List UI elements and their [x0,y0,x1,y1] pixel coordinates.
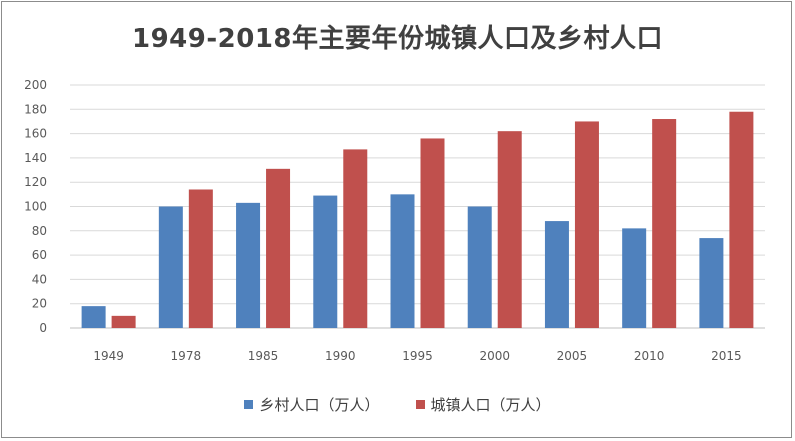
x-axis-tick-labels: 1949 1978 1985 1990 1995 2000 2005 2010 2015 [93,349,741,363]
legend-item-rural: 乡村人口（万人） [244,394,380,415]
y-axis-tick-labels: 0 20 40 60 80 100 120 140 160 180 200 [24,78,47,335]
bar-urban-2010 [652,119,677,329]
y-tick-label: 40 [32,272,47,286]
chart-title: 1949-2018年主要年份城镇人口及乡村人口 [131,24,664,54]
bar-rural-1990 [313,195,338,328]
bar-rural-1949 [81,306,106,328]
x-tick-label: 1949 [93,349,124,363]
x-tick-label: 1990 [325,349,356,363]
x-tick-label: 2015 [711,349,742,363]
x-tick-label: 2000 [479,349,510,363]
x-tick-label: 2010 [634,349,665,363]
y-tick-label: 0 [39,321,47,335]
y-tick-label: 60 [32,248,47,262]
y-tick-label: 80 [32,224,47,238]
y-tick-label: 200 [24,78,47,92]
legend-label-urban: 城镇人口（万人） [430,396,551,414]
bar-rural-1978 [158,206,183,328]
bar-urban-1990 [343,149,368,328]
bar-urban-2005 [574,121,599,328]
bar-rural-2010 [622,228,647,328]
x-tick-label: 1978 [171,349,202,363]
bar-urban-2015 [729,111,754,328]
x-tick-label: 1985 [248,349,279,363]
legend-swatch-urban [415,400,425,409]
y-tick-label: 20 [32,297,47,311]
bar-rural-2000 [467,206,492,328]
y-tick-label: 120 [24,175,47,189]
bar-urban-1978 [188,189,213,328]
legend-item-urban: 城镇人口（万人） [415,394,551,415]
y-tick-label: 160 [24,127,47,141]
legend-swatch-rural [244,400,254,409]
gridlines [70,84,765,329]
y-tick-label: 140 [24,151,47,165]
bar-urban-1985 [266,168,291,328]
bar-urban-2000 [497,131,522,328]
bar-rural-1985 [236,202,261,328]
bar-rural-2005 [544,221,569,328]
bar-rural-1995 [390,194,415,328]
x-tick-label: 2005 [557,349,588,363]
x-tick-label: 1995 [402,349,433,363]
bar-urban-1949 [111,315,136,328]
bars [81,111,754,329]
bar-rural-2015 [699,238,724,328]
legend-label-rural: 乡村人口（万人） [259,396,380,414]
y-tick-label: 180 [24,102,47,116]
y-tick-label: 100 [24,200,47,214]
legend: 乡村人口（万人） 城镇人口（万人） [0,394,795,415]
bar-urban-1995 [420,138,445,328]
